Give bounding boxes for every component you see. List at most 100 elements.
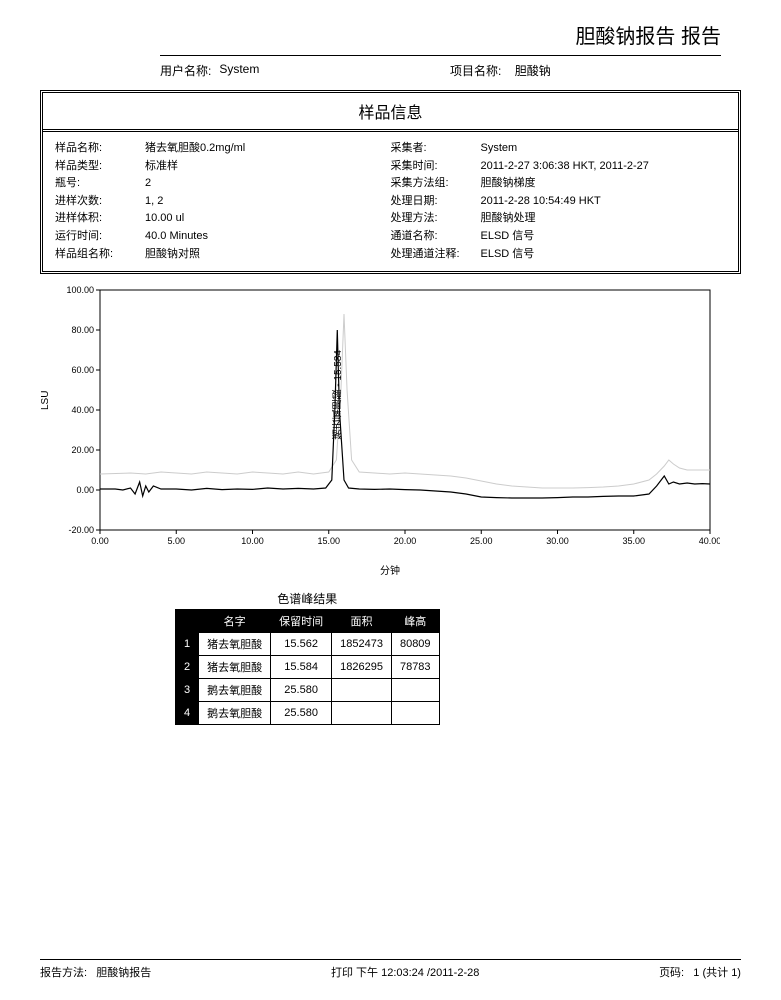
info-right-column: 采集者:System采集时间:2011-2-27 3:06:38 HKT, 20… — [391, 140, 727, 263]
table-cell: 25.580 — [271, 679, 332, 702]
svg-text:10.00: 10.00 — [241, 536, 264, 546]
svg-text:35.00: 35.00 — [622, 536, 645, 546]
info-row: 瓶号:2 — [55, 175, 391, 193]
info-key: 进样体积: — [55, 210, 145, 228]
project-label: 项目名称: — [450, 64, 501, 78]
table-cell: 3 — [176, 679, 199, 702]
svg-text:60.00: 60.00 — [71, 365, 94, 375]
info-key: 处理日期: — [391, 193, 481, 211]
info-val: 猪去氧胆酸0.2mg/ml — [145, 140, 245, 158]
svg-text:0.00: 0.00 — [91, 536, 109, 546]
svg-text:20.00: 20.00 — [394, 536, 417, 546]
info-row: 采集时间:2011-2-27 3:06:38 HKT, 2011-2-27 — [391, 158, 727, 176]
table-cell: 猪去氧胆酸 — [199, 633, 271, 656]
info-val: 胆酸钠梯度 — [481, 175, 536, 193]
info-val: 1, 2 — [145, 193, 163, 211]
info-row: 运行时间:40.0 Minutes — [55, 228, 391, 246]
info-row: 样品类型:标准样 — [55, 158, 391, 176]
table-cell — [332, 679, 392, 702]
table-cell: 鹅去氧胆酸 — [199, 679, 271, 702]
svg-text:-20.00: -20.00 — [68, 525, 94, 535]
info-row: 进样次数:1, 2 — [55, 193, 391, 211]
table-row: 1猪去氧胆酸15.562185247380809 — [176, 633, 440, 656]
svg-text:100.00: 100.00 — [66, 285, 94, 295]
info-key: 样品组名称: — [55, 246, 145, 264]
svg-text:80.00: 80.00 — [71, 325, 94, 335]
info-val: 2011-2-27 3:06:38 HKT, 2011-2-27 — [481, 158, 649, 176]
info-row: 进样体积:10.00 ul — [55, 210, 391, 228]
sample-info-box: 样品信息 样品名称:猪去氧胆酸0.2mg/ml样品类型:标准样瓶号:2进样次数:… — [40, 90, 741, 274]
svg-text:20.00: 20.00 — [71, 445, 94, 455]
user-value: System — [219, 62, 259, 79]
report-title: 胆酸钠报告 报告 — [575, 20, 721, 49]
table-cell: 15.584 — [271, 656, 332, 679]
footer-page-value: 1 (共计 1) — [693, 967, 741, 979]
info-row: 处理通道注释:ELSD 信号 — [391, 246, 727, 264]
table-cell: 80809 — [391, 633, 439, 656]
table-cell: 1852473 — [332, 633, 392, 656]
info-val: 胆酸钠对照 — [145, 246, 200, 264]
table-row: 2猪去氧胆酸15.584182629578783 — [176, 656, 440, 679]
footer-print: 打印 下午 12:03:24 /2011-2-28 — [331, 964, 479, 980]
info-key: 处理通道注释: — [391, 246, 481, 264]
table-row: 4鹅去氧胆酸25.580 — [176, 702, 440, 725]
info-key: 瓶号: — [55, 175, 145, 193]
svg-text:0.00: 0.00 — [76, 485, 94, 495]
results-area: 色谱峰结果 名字保留时间面积峰高1猪去氧胆酸15.562185247380809… — [175, 590, 440, 725]
info-row: 处理日期:2011-2-28 10:54:49 HKT — [391, 193, 727, 211]
info-row: 样品组名称:胆酸钠对照 — [55, 246, 391, 264]
footer: 报告方法: 胆酸钠报告 打印 下午 12:03:24 /2011-2-28 页码… — [40, 959, 741, 980]
footer-page: 页码: 1 (共计 1) — [659, 964, 741, 980]
table-row: 3鹅去氧胆酸25.580 — [176, 679, 440, 702]
info-row: 采集者:System — [391, 140, 727, 158]
table-header: 名字 — [199, 610, 271, 633]
info-row: 处理方法:胆酸钠处理 — [391, 210, 727, 228]
table-header: 保留时间 — [271, 610, 332, 633]
peak-label: 猪去氧胆酸 - 15.584 — [331, 350, 346, 439]
info-key: 采集者: — [391, 140, 481, 158]
results-title: 色谱峰结果 — [175, 590, 440, 607]
y-axis-label: LSU — [40, 391, 51, 410]
info-val: 2 — [145, 175, 151, 193]
project-group: 项目名称: 胆酸钠 — [450, 62, 551, 79]
info-key: 通道名称: — [391, 228, 481, 246]
info-val: 标准样 — [145, 158, 178, 176]
info-key: 样品名称: — [55, 140, 145, 158]
info-val: 2011-2-28 10:54:49 HKT — [481, 193, 601, 211]
table-cell — [391, 679, 439, 702]
table-cell: 2 — [176, 656, 199, 679]
info-key: 处理方法: — [391, 210, 481, 228]
table-cell: 猪去氧胆酸 — [199, 656, 271, 679]
info-key: 采集方法组: — [391, 175, 481, 193]
info-val: 胆酸钠处理 — [481, 210, 536, 228]
info-key: 样品类型: — [55, 158, 145, 176]
svg-text:5.00: 5.00 — [167, 536, 185, 546]
table-cell: 1 — [176, 633, 199, 656]
table-cell: 1826295 — [332, 656, 392, 679]
footer-method-label: 报告方法: — [40, 967, 87, 979]
footer-print-value: 12:03:24 /2011-2-28 — [381, 967, 479, 979]
info-key: 运行时间: — [55, 228, 145, 246]
sample-info-title: 样品信息 — [43, 93, 738, 132]
footer-method: 报告方法: 胆酸钠报告 — [40, 964, 151, 980]
sample-info-grid: 样品名称:猪去氧胆酸0.2mg/ml样品类型:标准样瓶号:2进样次数:1, 2进… — [43, 132, 738, 271]
info-key: 进样次数: — [55, 193, 145, 211]
footer-page-label: 页码: — [659, 967, 684, 979]
table-cell — [332, 702, 392, 725]
results-table: 名字保留时间面积峰高1猪去氧胆酸15.5621852473808092猪去氧胆酸… — [175, 609, 440, 725]
info-key: 采集时间: — [391, 158, 481, 176]
info-row: 通道名称:ELSD 信号 — [391, 228, 727, 246]
table-cell — [391, 702, 439, 725]
info-row: 样品名称:猪去氧胆酸0.2mg/ml — [55, 140, 391, 158]
chromatogram-chart: -20.000.0020.0040.0060.0080.00100.000.00… — [60, 280, 720, 560]
footer-method-value: 胆酸钠报告 — [96, 967, 151, 979]
info-row: 采集方法组:胆酸钠梯度 — [391, 175, 727, 193]
footer-print-label: 打印 下午 — [331, 967, 378, 979]
project-value: 胆酸钠 — [515, 64, 551, 78]
svg-text:40.00: 40.00 — [71, 405, 94, 415]
info-val: System — [481, 140, 518, 158]
table-cell: 15.562 — [271, 633, 332, 656]
info-val: ELSD 信号 — [481, 246, 535, 264]
header-row: 用户名称: System 项目名称: 胆酸钠 — [160, 62, 721, 79]
table-cell: 4 — [176, 702, 199, 725]
